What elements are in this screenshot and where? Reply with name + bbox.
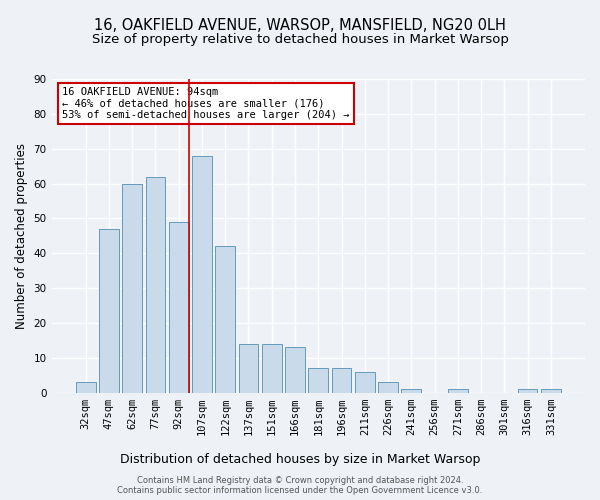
Text: Contains public sector information licensed under the Open Government Licence v3: Contains public sector information licen… [118, 486, 482, 495]
Bar [146, 176, 166, 392]
Bar [448, 389, 468, 392]
Y-axis label: Number of detached properties: Number of detached properties [15, 143, 28, 329]
Bar [262, 344, 281, 393]
Bar [355, 372, 374, 392]
Bar [239, 344, 259, 393]
Bar [76, 382, 95, 392]
Bar [518, 389, 538, 392]
Text: 16 OAKFIELD AVENUE: 94sqm
← 46% of detached houses are smaller (176)
53% of semi: 16 OAKFIELD AVENUE: 94sqm ← 46% of detac… [62, 87, 350, 120]
Bar [308, 368, 328, 392]
Bar [192, 156, 212, 392]
Bar [401, 389, 421, 392]
Bar [99, 229, 119, 392]
Bar [122, 184, 142, 392]
Bar [541, 389, 561, 392]
Text: Size of property relative to detached houses in Market Warsop: Size of property relative to detached ho… [92, 32, 508, 46]
Bar [215, 246, 235, 392]
Bar [285, 348, 305, 393]
Text: 16, OAKFIELD AVENUE, WARSOP, MANSFIELD, NG20 0LH: 16, OAKFIELD AVENUE, WARSOP, MANSFIELD, … [94, 18, 506, 32]
Bar [169, 222, 188, 392]
Text: Distribution of detached houses by size in Market Warsop: Distribution of detached houses by size … [120, 452, 480, 466]
Bar [332, 368, 352, 392]
Bar [378, 382, 398, 392]
Text: Contains HM Land Registry data © Crown copyright and database right 2024.: Contains HM Land Registry data © Crown c… [137, 476, 463, 485]
